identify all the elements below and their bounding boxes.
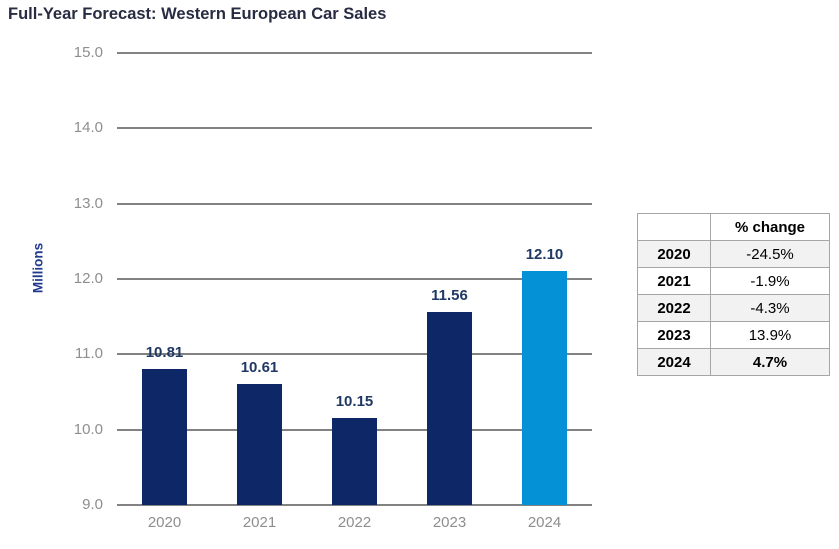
table-header-year xyxy=(637,213,711,241)
bar-2023 xyxy=(427,312,472,505)
table-change: -24.5% xyxy=(710,240,830,268)
x-tick-label: 2020 xyxy=(147,514,182,531)
x-tick-label: 2022 xyxy=(337,514,372,531)
table-row: 2022 -4.3% xyxy=(637,294,830,322)
x-tick-label: 2023 xyxy=(432,514,467,531)
table-year: 2023 xyxy=(637,321,711,349)
bar-2020 xyxy=(142,368,187,505)
bar-value-label: 10.15 xyxy=(335,393,374,411)
table-row: 2024 4.7% xyxy=(637,348,830,376)
table-year: 2024 xyxy=(637,348,711,376)
table-row: 2023 13.9% xyxy=(637,321,830,349)
bar-2024 xyxy=(522,271,567,505)
table-year: 2020 xyxy=(637,240,711,268)
table-change: 13.9% xyxy=(710,321,830,349)
gridline xyxy=(117,353,592,356)
y-tick-label: 12.0 xyxy=(73,270,103,287)
table-change: -1.9% xyxy=(710,267,830,295)
chart-title: Full-Year Forecast: Western European Car… xyxy=(8,5,387,23)
y-tick-label: 15.0 xyxy=(73,44,103,61)
table-year: 2021 xyxy=(637,267,711,295)
table-change: -4.3% xyxy=(710,294,830,322)
bar-value-label: 11.56 xyxy=(431,287,468,305)
table-header-change: % change xyxy=(710,213,830,241)
gridline xyxy=(117,202,592,205)
gridline xyxy=(117,127,592,130)
y-tick-label: 10.0 xyxy=(73,420,103,438)
x-tick-label: 2024 xyxy=(527,514,562,531)
bar-value-label: 10.61 xyxy=(240,358,279,376)
x-tick-label: 2021 xyxy=(242,514,277,531)
bar-value-label: 12.10 xyxy=(525,246,564,264)
table-year: 2022 xyxy=(637,294,711,322)
pct-change-table: % change 2020 -24.5% 2021 -1.9% 2022 -4.… xyxy=(637,213,830,376)
y-tick-label: 11.0 xyxy=(74,345,103,363)
y-tick-label: 9.0 xyxy=(82,496,103,513)
y-tick-label: 14.0 xyxy=(73,119,103,137)
table-row: 2021 -1.9% xyxy=(637,267,830,295)
bar-value-label: 10.81 xyxy=(145,343,184,361)
gridline xyxy=(117,504,592,506)
table-row: 2020 -24.5% xyxy=(637,240,830,268)
table-header-row: % change xyxy=(637,213,830,241)
y-tick-label: 13.0 xyxy=(73,194,103,212)
bar-2022 xyxy=(332,418,377,505)
gridline xyxy=(117,278,592,280)
table-change: 4.7% xyxy=(710,348,830,376)
gridline xyxy=(117,52,592,54)
bar-2021 xyxy=(237,383,282,505)
